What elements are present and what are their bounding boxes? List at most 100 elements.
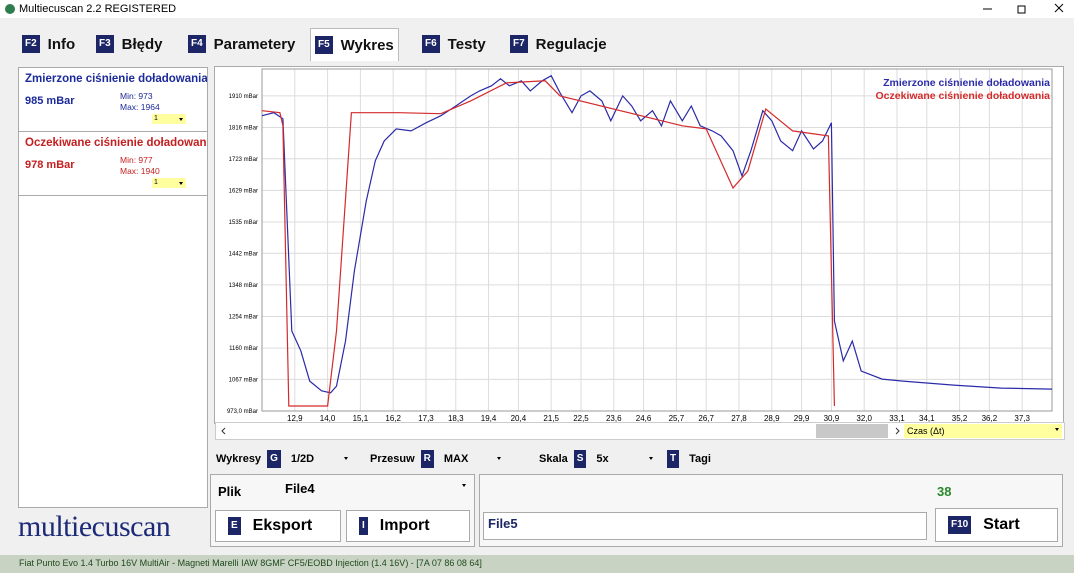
toolbar-item[interactable]: Skala S 5x	[539, 450, 656, 468]
x-tick-label: 27,8	[731, 414, 747, 423]
file-select[interactable]: File4	[285, 480, 469, 498]
counter: 38	[937, 484, 952, 499]
file-name-field[interactable]: File5	[483, 512, 927, 540]
run-panel: 38 File5 F10 Start	[479, 474, 1063, 547]
x-tick-label: 18,3	[448, 414, 464, 423]
data-line	[261, 74, 1053, 394]
toolbar-value: 5x	[592, 453, 656, 465]
export-button[interactable]: E Eksport	[215, 510, 341, 542]
x-tick-label: 29,9	[794, 414, 810, 423]
toolbar-value: MAX	[440, 453, 504, 465]
file-select-text: File4	[285, 481, 315, 496]
tab[interactable]: F4 Parametery	[184, 28, 299, 60]
toolbar-value: Tagi	[689, 453, 711, 465]
tab-label: Info	[47, 35, 76, 53]
plot-frame	[261, 68, 1053, 412]
x-tick-label: 33,1	[889, 414, 905, 423]
scrollbar[interactable]: Czas (Δt)	[215, 422, 1065, 440]
sensor-min: Min: 973	[120, 91, 153, 101]
tab[interactable]: F7 Regulacje	[506, 28, 611, 60]
key-badge: F7	[510, 35, 528, 53]
toolbar-value: 1/2D	[287, 453, 351, 465]
button-label: Import	[379, 517, 430, 534]
key-badge: F4	[188, 35, 206, 53]
tab[interactable]: F3 Błędy	[92, 28, 167, 60]
x-tick-label: 36,2	[982, 414, 998, 423]
toolbar-item[interactable]: T Tagi	[667, 450, 711, 468]
key-badge: F6	[422, 35, 440, 53]
x-tick-label: 30,9	[824, 414, 840, 423]
toolbar-label: Skala	[539, 453, 568, 465]
window-controls[interactable]	[970, 0, 1074, 18]
y-tick-label: 1442 mBar	[229, 251, 258, 257]
sensor-min: Min: 977	[120, 155, 153, 165]
start-button[interactable]: F10 Start	[935, 508, 1058, 542]
x-tick-label: 26,7	[698, 414, 714, 423]
legend-entry: Oczekiwane ciśnienie doładowania	[876, 90, 1051, 102]
tab-label: Parametery	[213, 35, 296, 53]
tab-label: Regulacje	[535, 35, 607, 53]
key-badge: F3	[96, 35, 114, 53]
y-tick-label: 1723 mBar	[229, 157, 258, 163]
tab[interactable]: F6 Testy	[418, 28, 490, 60]
toolbar-label: Wykresy	[216, 453, 262, 465]
sensor-max: Max: 1964	[120, 102, 160, 112]
axis-selector[interactable]: Czas (Δt)	[904, 424, 1062, 438]
file-panel: Plik File4 E Eksport I Import	[210, 474, 475, 547]
button-label: Eksport	[252, 517, 313, 534]
tab-label: Błędy	[121, 35, 163, 53]
x-tick-label: 34,1	[919, 414, 935, 423]
key-badge: T	[667, 450, 680, 468]
key-badge: E	[228, 517, 241, 535]
key-badge: I	[359, 517, 368, 535]
toolbar-item[interactable]: Wykresy G 1/2D	[216, 450, 351, 468]
scroll-arrows	[221, 424, 900, 438]
x-tick-label: 35,2	[952, 414, 968, 423]
sensor-name: Oczekiwane ciśnienie doładowania	[25, 137, 207, 149]
x-tick-label: 28,9	[764, 414, 780, 423]
chart: 973,0 mBar 1067 mBar 1160 mBar 1254 mBar 134…	[214, 66, 1064, 424]
app-icon	[5, 4, 15, 14]
file-label: Plik	[218, 484, 242, 499]
status-bar: Fiat Punto Evo 1.4 Turbo 16V MultiAir - …	[0, 555, 1074, 573]
key-badge: S	[573, 450, 587, 468]
x-tick-label: 21,5	[543, 414, 559, 423]
sensor-card: Oczekiwane ciśnienie doładowania 978 mBar…	[19, 132, 207, 196]
logo: multiecuscan	[18, 510, 171, 543]
toolbar-item[interactable]: Przesuw R MAX	[370, 450, 504, 468]
file-name-text: File5	[488, 516, 518, 531]
key-badge: F5	[315, 36, 333, 54]
sensor-panel: Zmierzone ciśnienie doładowania 985 mBar M…	[18, 67, 208, 508]
y-tick-label: 973,0 mBar	[227, 409, 258, 415]
sensor-max: Max: 1940	[120, 166, 160, 176]
y-tick-label: 1816 mBar	[229, 126, 258, 132]
tab-label: Wykres	[340, 36, 394, 54]
y-tick-label: 1067 mBar	[229, 377, 258, 383]
status-text: Fiat Punto Evo 1.4 Turbo 16V MultiAir - …	[19, 558, 482, 568]
title-bar: Multiecuscan 2.2 REGISTERED	[0, 0, 1074, 18]
data-line	[261, 80, 835, 407]
key-badge: F10	[948, 516, 972, 534]
toolbar-label: Przesuw	[370, 453, 415, 465]
tab[interactable]: F2 Info	[18, 28, 79, 60]
y-tick-label: 1535 mBar	[229, 220, 258, 226]
sensor-value: 985 mBar	[25, 95, 75, 107]
sensor-name: Zmierzone ciśnienie doładowania	[25, 73, 207, 85]
sensor-value: 978 mBar	[25, 159, 75, 171]
scale-select[interactable]: 1	[152, 178, 186, 188]
import-button[interactable]: I Import	[346, 510, 470, 542]
x-tick-label: 14,0	[320, 414, 336, 423]
x-tick-label: 15,1	[353, 414, 369, 423]
tab[interactable]: F5 Wykres	[310, 28, 399, 61]
scale-select[interactable]: 1	[152, 114, 186, 124]
x-tick-label: 16,2	[385, 414, 401, 423]
key-badge: R	[420, 450, 434, 468]
window-title: Multiecuscan 2.2 REGISTERED	[19, 3, 177, 15]
sensor-card: Zmierzone ciśnienie doładowania 985 mBar M…	[19, 68, 207, 132]
x-tick-label: 25,7	[669, 414, 685, 423]
y-tick-label: 1254 mBar	[229, 315, 258, 321]
x-tick-label: 22,5	[573, 414, 589, 423]
key-badge: G	[267, 450, 281, 468]
axis-selector-text: Czas (Δt)	[907, 426, 945, 436]
